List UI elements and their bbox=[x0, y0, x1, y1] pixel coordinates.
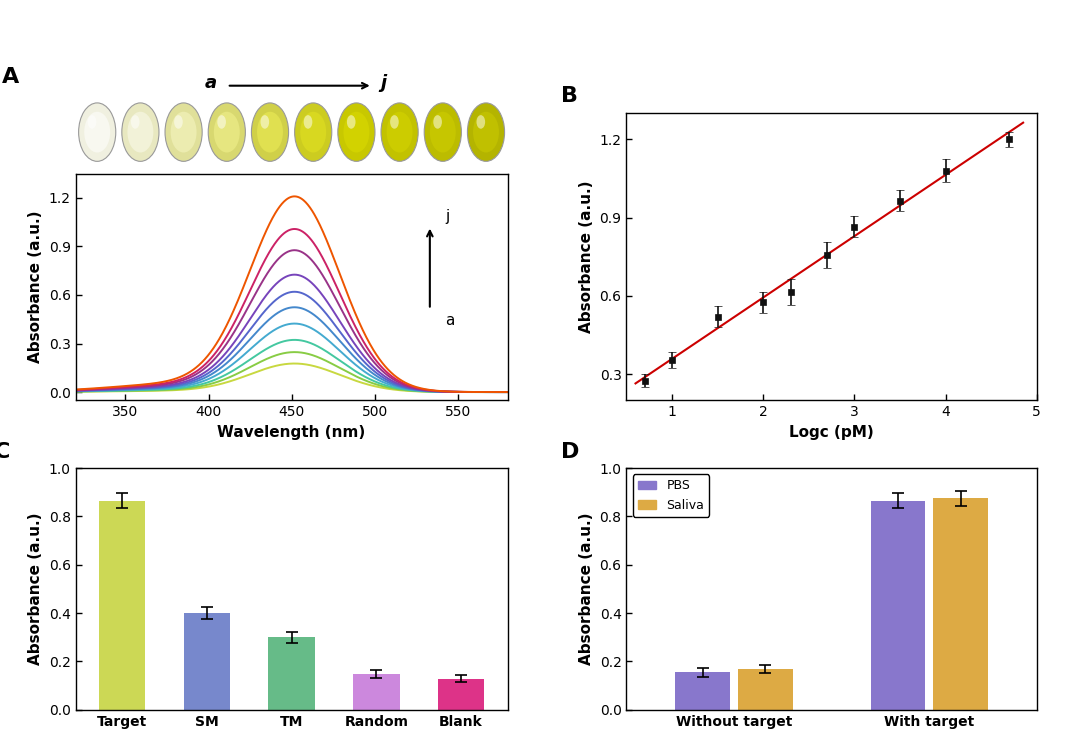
Y-axis label: Absorbance (a.u.): Absorbance (a.u.) bbox=[579, 513, 594, 665]
Circle shape bbox=[131, 116, 139, 128]
Circle shape bbox=[214, 112, 240, 153]
Bar bbox=[675, 672, 730, 710]
Bar bbox=[437, 679, 484, 710]
Circle shape bbox=[430, 112, 456, 153]
Bar bbox=[184, 613, 230, 710]
Circle shape bbox=[260, 116, 269, 128]
Text: j: j bbox=[445, 209, 449, 224]
Circle shape bbox=[473, 112, 499, 153]
Text: A: A bbox=[2, 67, 19, 87]
Bar bbox=[870, 501, 926, 710]
Text: j: j bbox=[380, 74, 387, 92]
Circle shape bbox=[387, 112, 413, 153]
Circle shape bbox=[84, 112, 110, 153]
Bar bbox=[99, 501, 146, 710]
Text: D: D bbox=[561, 442, 579, 462]
Circle shape bbox=[343, 112, 369, 153]
Circle shape bbox=[424, 103, 461, 162]
Circle shape bbox=[347, 116, 355, 128]
X-axis label: Wavelength (nm): Wavelength (nm) bbox=[217, 424, 366, 439]
Y-axis label: Absorbance (a.u.): Absorbance (a.u.) bbox=[579, 180, 594, 333]
Bar bbox=[933, 498, 988, 710]
Y-axis label: Absorbance (a.u.): Absorbance (a.u.) bbox=[28, 513, 43, 665]
Circle shape bbox=[174, 116, 183, 128]
Circle shape bbox=[217, 116, 226, 128]
X-axis label: Logc (pM): Logc (pM) bbox=[789, 424, 874, 439]
Circle shape bbox=[127, 112, 153, 153]
Bar bbox=[353, 674, 400, 710]
Text: a: a bbox=[445, 313, 455, 328]
Text: B: B bbox=[561, 86, 578, 106]
Circle shape bbox=[79, 103, 116, 162]
Legend: PBS, Saliva: PBS, Saliva bbox=[633, 474, 710, 516]
Circle shape bbox=[295, 103, 332, 162]
Circle shape bbox=[171, 112, 197, 153]
Text: a: a bbox=[204, 74, 217, 92]
Circle shape bbox=[252, 103, 288, 162]
Circle shape bbox=[87, 116, 96, 128]
Circle shape bbox=[468, 103, 504, 162]
Circle shape bbox=[390, 116, 399, 128]
Circle shape bbox=[381, 103, 418, 162]
Bar bbox=[738, 669, 793, 710]
Circle shape bbox=[433, 116, 442, 128]
Text: C: C bbox=[0, 442, 10, 462]
Circle shape bbox=[122, 103, 159, 162]
Circle shape bbox=[476, 116, 485, 128]
Y-axis label: Absorbance (a.u.): Absorbance (a.u.) bbox=[28, 211, 43, 363]
Bar bbox=[268, 637, 315, 710]
Circle shape bbox=[303, 116, 312, 128]
Circle shape bbox=[300, 112, 326, 153]
Circle shape bbox=[165, 103, 202, 162]
Circle shape bbox=[338, 103, 375, 162]
Circle shape bbox=[257, 112, 283, 153]
Circle shape bbox=[208, 103, 245, 162]
